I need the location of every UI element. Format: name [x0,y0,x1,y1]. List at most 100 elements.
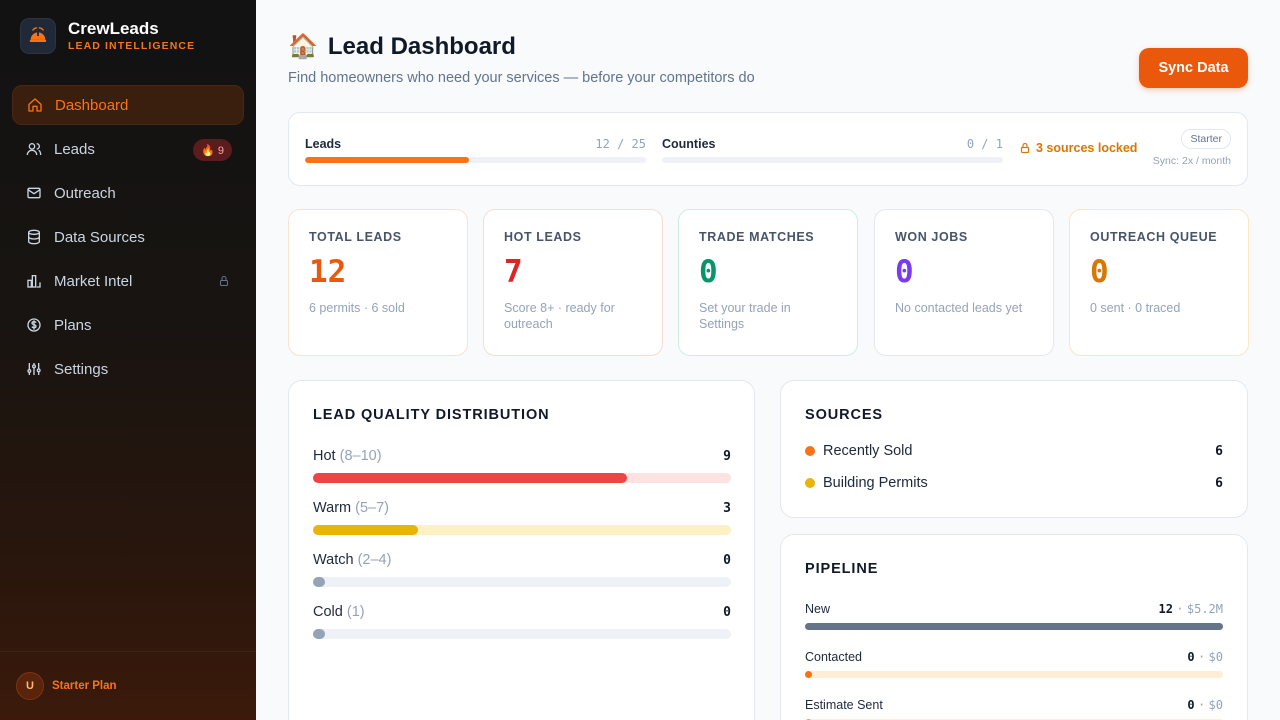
sidebar-item-plans[interactable]: Plans [12,305,244,345]
brand-tagline: LEAD INTELLIGENCE [68,40,196,52]
source-name: Recently Sold [823,443,913,459]
sources-locked-link[interactable]: 3 sources locked [1019,141,1137,155]
house-emoji-icon: 🏠 [288,33,318,60]
sidebar-item-label: Leads [54,140,95,158]
stat-value: 0 [895,254,914,290]
brand[interactable]: CrewLeads LEAD INTELLIGENCE [20,18,195,54]
sync-frequency: Sync: 2x / month [1152,155,1231,167]
stat-note: 6 permits · 6 sold [309,301,405,315]
page-subtitle: Find homeowners who need your services —… [288,70,755,86]
leads-usage-label: Leads [305,137,342,151]
sidebar-item-outreach[interactable]: Outreach [12,173,244,213]
dist-count: 0 [723,604,731,620]
leads-usage-fill [305,157,469,163]
bar-chart-icon [26,273,42,289]
plan-label: Starter Plan [52,680,117,692]
source-row-recently-sold[interactable]: Recently Sold 6 [805,441,1223,461]
sidebar-nav: Dashboard Leads 🔥 9 Outreach Data Source… [12,85,244,393]
stat-label: HOT LEADS [504,230,582,244]
source-dot [805,446,815,456]
sidebar-item-label: Data Sources [54,228,145,246]
sidebar-item-leads[interactable]: Leads 🔥 9 [12,129,244,169]
dist-row-hot[interactable]: Hot (8–10) 9 [313,447,731,483]
lead-quality-card: LEAD QUALITY DISTRIBUTION Hot (8–10) 9 W… [288,380,755,720]
dist-fill [313,473,627,483]
users-icon [26,141,42,157]
card-title: SOURCES [805,407,884,423]
pipeline-stage: New [805,602,831,616]
sidebar-item-settings[interactable]: Settings [12,349,244,389]
pipeline-fill [805,671,812,678]
pipeline-row-new[interactable]: New 12 · $5.2M [805,601,1223,630]
pipeline-stage: Estimate Sent [805,698,883,712]
user-plan-footer[interactable]: U Starter Plan [0,651,256,720]
dist-fill [313,629,325,639]
counties-usage-meter: Counties 0 / 1 [662,137,1003,163]
pipeline-sep: · [1197,698,1206,712]
stat-card-won-jobs[interactable]: WON JOBS 0 No contacted leads yet [874,209,1054,356]
pipeline-fill [805,623,1223,630]
dist-range: (1) [346,604,365,620]
pipeline-amount: $0 [1208,698,1223,712]
card-title: LEAD QUALITY DISTRIBUTION [313,407,550,423]
pipeline-track [805,671,1223,678]
pipeline-count: 0 [1187,698,1195,712]
sidebar-item-label: Outreach [54,184,116,202]
sources-locked-text: 3 sources locked [1036,141,1138,155]
stat-label: TRADE MATCHES [699,230,815,244]
pipeline-count: 0 [1187,650,1195,664]
pipeline-sep: · [1176,602,1184,616]
pipeline-amount: $5.2M [1186,602,1223,616]
dist-track [313,525,731,535]
usage-panel: Leads 12 / 25 Counties 0 / 1 3 sources l… [288,112,1248,186]
counties-usage-count: 0 / 1 [966,137,1003,151]
stat-value: 0 [699,254,718,290]
dist-range: (2–4) [357,552,392,568]
source-name: Building Permits [823,475,928,491]
sidebar-item-label: Dashboard [55,96,129,114]
dist-range: (5–7) [355,500,390,516]
stat-card-total-leads[interactable]: TOTAL LEADS 12 6 permits · 6 sold [288,209,468,356]
page-title: 🏠 Lead Dashboard [288,32,516,61]
stat-note: Set your trade in Settings [699,301,791,331]
stat-value: 0 [1090,254,1109,290]
dist-range: (8–10) [339,448,382,464]
dollar-circle-icon [26,317,42,333]
dist-row-warm[interactable]: Warm (5–7) 3 [313,499,731,535]
dist-row-watch[interactable]: Watch (2–4) 0 [313,551,731,587]
sidebar-item-market-intel[interactable]: Market Intel [12,261,244,301]
stat-card-outreach-queue[interactable]: OUTREACH QUEUE 0 0 sent · 0 traced [1069,209,1249,356]
pipeline-sep: · [1197,650,1206,664]
counties-usage-label: Counties [662,137,716,151]
source-row-building-permits[interactable]: Building Permits 6 [805,473,1223,493]
page-title-text: Lead Dashboard [327,32,516,60]
sidebar-item-label: Settings [54,360,109,378]
stat-card-trade-matches[interactable]: TRADE MATCHES 0 Set your trade in Settin… [678,209,858,356]
sliders-icon [26,361,42,377]
pipeline-row-estimate-sent[interactable]: Estimate Sent 0 · $0 [805,697,1223,720]
database-icon [26,229,42,245]
sidebar-item-data-sources[interactable]: Data Sources [12,217,244,257]
sync-data-button[interactable]: Sync Data [1139,48,1248,88]
stat-note: Score 8+ · ready for outreach [504,301,615,331]
dist-name: Warm [313,500,352,516]
stat-value: 12 [309,254,347,290]
sidebar-item-dashboard[interactable]: Dashboard [12,85,244,125]
mail-icon [26,185,42,201]
stat-note: 0 sent · 0 traced [1090,301,1181,315]
leads-usage-meter: Leads 12 / 25 [305,137,646,163]
dist-row-cold[interactable]: Cold (1) 0 [313,603,731,639]
source-count: 6 [1215,475,1223,491]
pipeline-row-contacted[interactable]: Contacted 0 · $0 [805,649,1223,678]
dist-count: 9 [723,448,731,464]
stat-card-hot-leads[interactable]: HOT LEADS 7 Score 8+ · ready for outreac… [483,209,663,356]
dist-fill [313,525,418,535]
lock-icon [1020,142,1030,154]
dist-name: Watch [313,552,354,568]
avatar[interactable]: U [16,672,44,700]
card-title: PIPELINE [805,561,879,577]
leads-usage-count: 12 / 25 [595,137,646,151]
stat-note: No contacted leads yet [895,301,1023,315]
stat-label: WON JOBS [895,230,968,244]
pipeline-stage: Contacted [805,650,862,664]
